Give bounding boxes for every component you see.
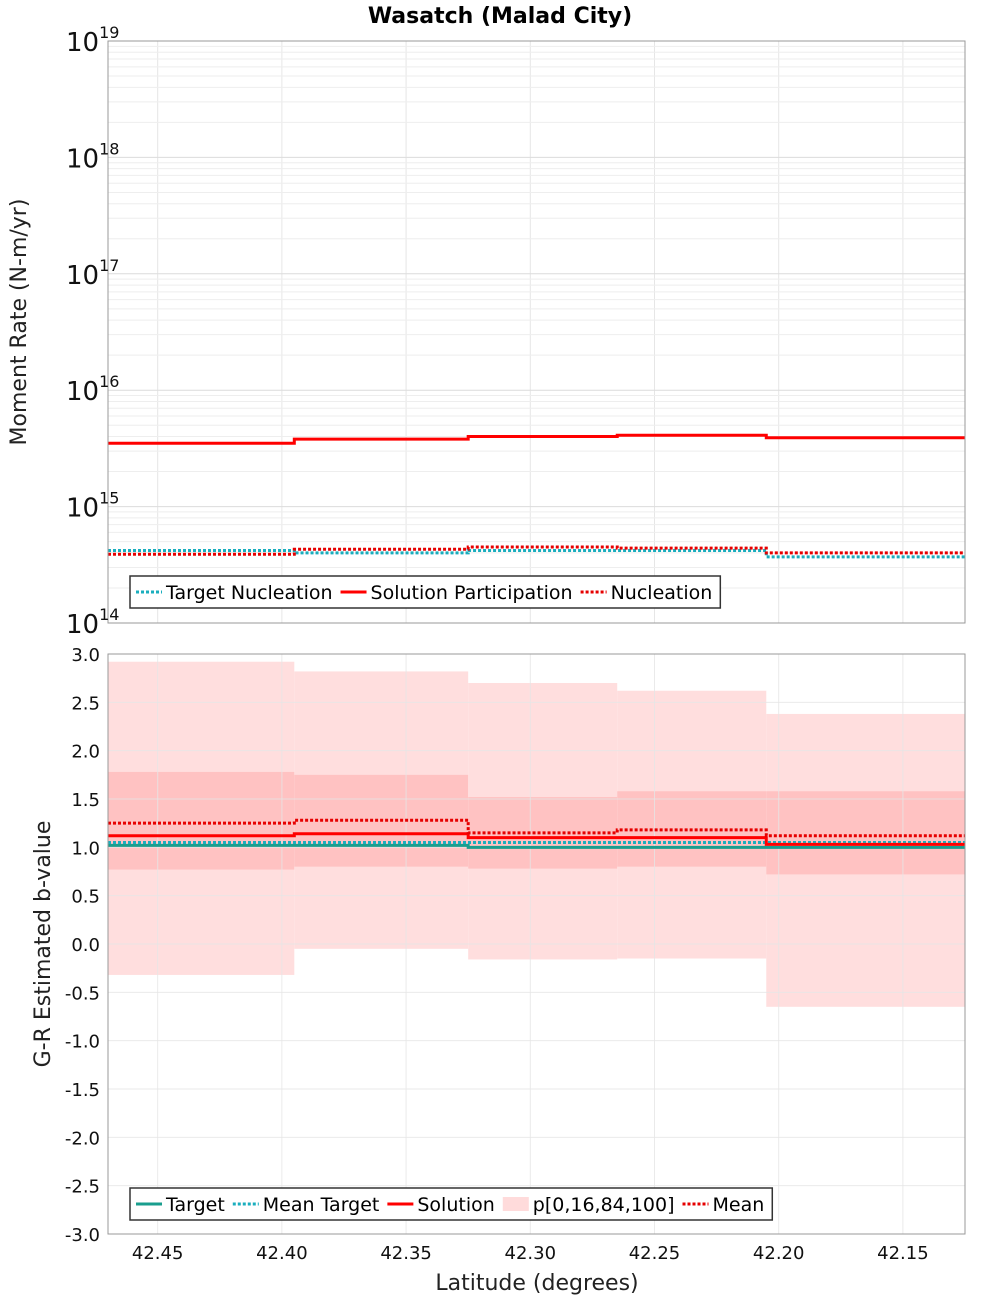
moment-rate-series xyxy=(108,433,965,559)
y-tick-label: 2.5 xyxy=(71,693,100,714)
x-axis-ticks: 42.45 42.40 42.35 42.30 42.25 42.20 42.15 xyxy=(132,1243,929,1264)
y-tick-label: 2.0 xyxy=(71,742,100,763)
x-tick-label: 42.45 xyxy=(132,1243,184,1264)
legend-label: Solution Participation xyxy=(371,582,573,604)
y-tick-label: -0.5 xyxy=(65,983,100,1004)
x-tick-label: 42.15 xyxy=(877,1243,929,1264)
legend-label: Mean xyxy=(713,1194,765,1216)
legend-box xyxy=(129,575,722,609)
b-value-series xyxy=(108,818,965,849)
y-tick-label: 1017 xyxy=(66,256,119,291)
x-tick-label: 42.35 xyxy=(380,1243,432,1264)
y-tick-label: -3.0 xyxy=(65,1225,100,1246)
series-solution xyxy=(108,832,965,846)
y-tick-base: 10 xyxy=(66,377,99,407)
y-tick-base: 10 xyxy=(66,261,99,291)
x-tick-label: 42.30 xyxy=(505,1243,557,1264)
y-tick-label: -1.5 xyxy=(65,1080,100,1101)
series-target xyxy=(108,843,965,849)
y-tick-label: 1015 xyxy=(66,489,119,524)
legend-swatch xyxy=(502,1197,529,1211)
moment-rate-plot-frame xyxy=(107,40,966,624)
b-value-y-axis-label: G-R Estimated b-value xyxy=(31,821,56,1068)
y-tick-label: 1014 xyxy=(66,605,119,640)
x-tick-label: 42.20 xyxy=(753,1243,805,1264)
band-p16-p84 xyxy=(108,771,295,870)
legend-label: Solution xyxy=(417,1194,494,1216)
moment-rate-grid xyxy=(108,41,965,624)
b-value-plot-frame xyxy=(107,653,966,1235)
moment-rate-y-axis-label: Moment Rate (N-m/yr) xyxy=(7,199,32,446)
legend-label: Mean Target xyxy=(263,1194,380,1216)
band-p16-p84 xyxy=(766,791,965,875)
y-tick-exponent: 16 xyxy=(99,372,119,391)
chart-title: Wasatch (Malad City) xyxy=(368,4,632,29)
y-tick-base: 10 xyxy=(66,494,99,524)
y-tick-label: -2.5 xyxy=(65,1177,100,1198)
x-tick-label: 42.40 xyxy=(256,1243,308,1264)
y-tick-label: 1018 xyxy=(66,139,119,174)
x-tick-label: 42.25 xyxy=(629,1243,681,1264)
y-tick-label: 0.5 xyxy=(71,887,100,908)
series-nucleation xyxy=(108,545,965,556)
b-value-legend: Target Mean Target Solution p[0,16,84,100] M… xyxy=(129,1187,774,1221)
y-tick-exponent: 14 xyxy=(99,605,119,624)
legend-box xyxy=(129,1187,774,1221)
y-tick-label: 1019 xyxy=(66,23,119,58)
y-tick-base: 10 xyxy=(66,610,99,640)
y-tick-base: 10 xyxy=(66,144,99,174)
y-tick-label: 1016 xyxy=(66,372,119,407)
legend-label: Target xyxy=(165,1194,225,1216)
b-value-panel: 3.0 2.5 2.0 1.5 1.0 0.5 0.0 -0.5 -1.0 -1.5 -2.0 -2.… xyxy=(31,645,966,1246)
y-tick-label: 1.5 xyxy=(71,790,100,811)
y-tick-base: 10 xyxy=(66,28,99,58)
y-tick-label: -1.0 xyxy=(65,1032,100,1053)
b-value-y-ticks: 3.0 2.5 2.0 1.5 1.0 0.5 0.0 -0.5 -1.0 -1.5 -2.0 -2.… xyxy=(65,645,100,1246)
legend-label: p[0,16,84,100] xyxy=(533,1194,675,1216)
y-tick-label: 3.0 xyxy=(71,645,100,666)
y-tick-exponent: 17 xyxy=(99,256,119,275)
y-tick-exponent: 19 xyxy=(99,23,119,42)
legend-label: Nucleation xyxy=(611,582,713,604)
y-tick-exponent: 18 xyxy=(99,139,119,158)
y-tick-label: -2.0 xyxy=(65,1128,100,1149)
series-mean xyxy=(108,818,965,838)
x-axis-label: Latitude (degrees) xyxy=(435,1271,638,1296)
y-tick-exponent: 15 xyxy=(99,489,119,508)
moment-rate-legend: Target Nucleation Solution Participation N… xyxy=(129,575,722,609)
y-tick-label: 0.0 xyxy=(71,935,100,956)
y-tick-label: 1.0 xyxy=(71,838,100,859)
legend-label: Target Nucleation xyxy=(165,582,333,604)
series-solution-participation xyxy=(108,433,965,445)
